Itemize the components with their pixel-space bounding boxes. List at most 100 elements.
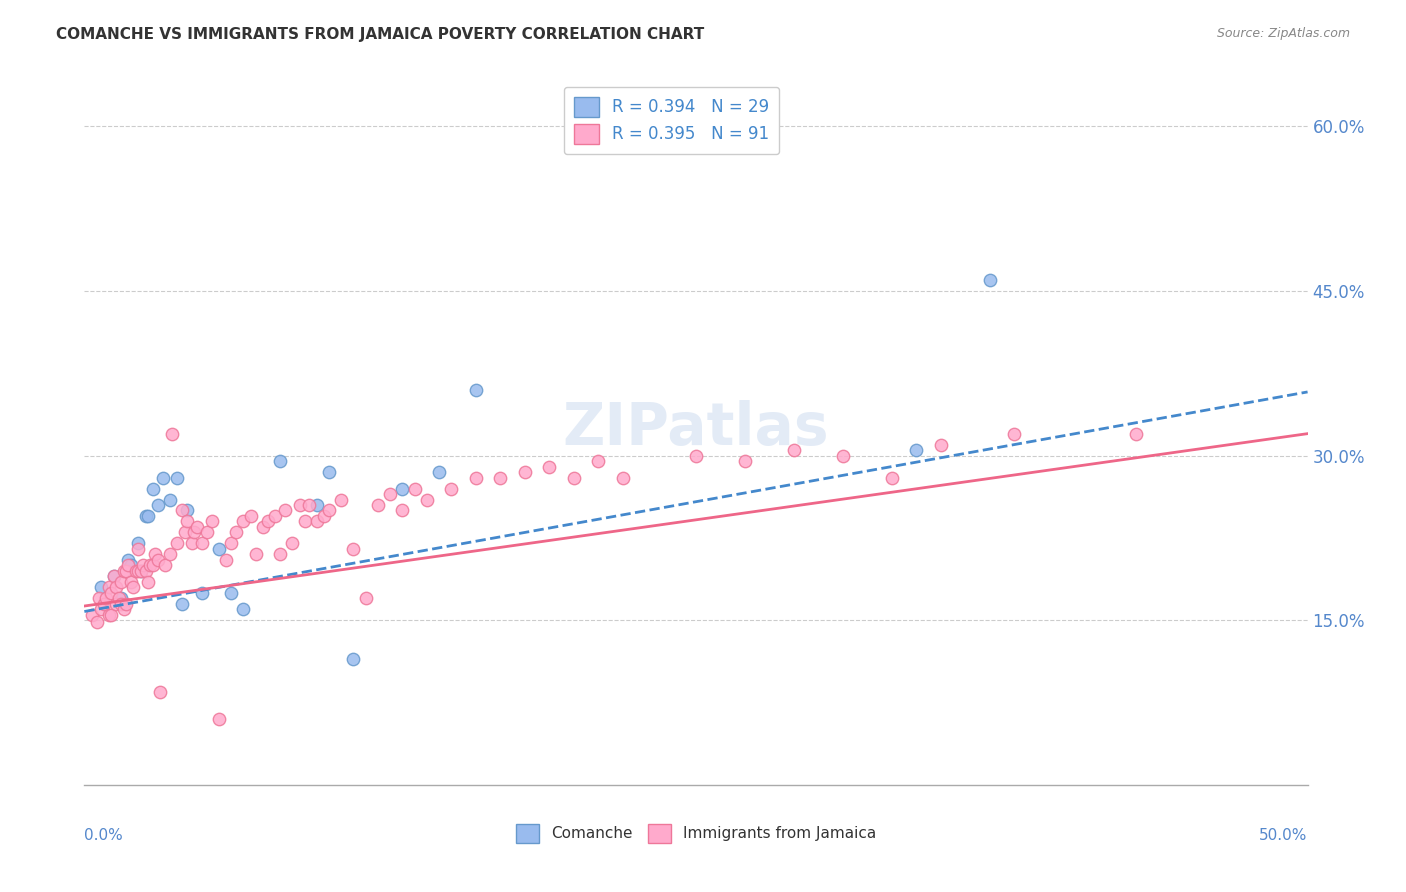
Point [219, 586, 242, 600]
Point [905, 443, 928, 458]
Point [342, 651, 364, 665]
Point [257, 515, 280, 529]
Point [162, 426, 184, 441]
Point [115, 564, 138, 578]
Point [100, 607, 122, 622]
Point [612, 470, 634, 484]
Point [176, 503, 198, 517]
Point [105, 597, 128, 611]
Point [354, 591, 377, 606]
Point [105, 580, 128, 594]
Point [831, 449, 853, 463]
Point [107, 591, 129, 606]
Point [225, 525, 247, 540]
Point [440, 482, 463, 496]
Point [146, 553, 169, 567]
Point [464, 383, 486, 397]
Point [120, 574, 142, 589]
Point [146, 498, 169, 512]
Point [232, 602, 254, 616]
Point [391, 503, 413, 517]
Point [100, 586, 122, 600]
Point [159, 492, 181, 507]
Text: 0.0%: 0.0% [84, 828, 124, 843]
Point [97, 607, 120, 622]
Legend: Comanche, Immigrants from Jamaica: Comanche, Immigrants from Jamaica [510, 818, 882, 848]
Text: COMANCHE VS IMMIGRANTS FROM JAMAICA POVERTY CORRELATION CHART: COMANCHE VS IMMIGRANTS FROM JAMAICA POVE… [56, 27, 704, 42]
Point [80, 607, 103, 622]
Point [127, 536, 149, 550]
Point [166, 470, 188, 484]
Point [215, 553, 238, 567]
Point [90, 602, 112, 616]
Point [96, 591, 118, 606]
Point [152, 470, 174, 484]
Point [172, 597, 194, 611]
Point [103, 569, 125, 583]
Point [342, 541, 364, 556]
Point [427, 465, 450, 479]
Point [269, 548, 291, 562]
Point [103, 569, 125, 583]
Point [142, 482, 165, 496]
Point [136, 508, 159, 523]
Text: Source: ZipAtlas.com: Source: ZipAtlas.com [1216, 27, 1350, 40]
Point [404, 482, 426, 496]
Point [191, 536, 214, 550]
Point [305, 498, 328, 512]
Point [115, 597, 138, 611]
Point [416, 492, 439, 507]
Point [142, 558, 165, 573]
Point [191, 586, 214, 600]
Point [159, 548, 181, 562]
Point [1125, 426, 1147, 441]
Point [93, 597, 115, 611]
Point [274, 503, 297, 517]
Point [110, 574, 132, 589]
Point [135, 564, 157, 578]
Point [129, 564, 152, 578]
Point [239, 508, 262, 523]
Point [110, 591, 132, 606]
Point [562, 470, 585, 484]
Point [586, 454, 609, 468]
Point [513, 465, 536, 479]
Point [183, 525, 205, 540]
Point [181, 536, 204, 550]
Point [219, 536, 242, 550]
Point [166, 536, 188, 550]
Point [880, 470, 903, 484]
Point [120, 558, 142, 573]
Point [208, 712, 231, 726]
Point [86, 615, 108, 630]
Point [176, 515, 198, 529]
Point [200, 515, 222, 529]
Point [153, 558, 176, 573]
Point [186, 520, 208, 534]
Point [112, 564, 135, 578]
Point [136, 574, 159, 589]
Point [538, 459, 561, 474]
Point [391, 482, 413, 496]
Point [269, 454, 291, 468]
Point [318, 465, 340, 479]
Point [143, 548, 166, 562]
Point [208, 541, 231, 556]
Point [318, 503, 340, 517]
Point [127, 564, 149, 578]
Point [489, 470, 512, 484]
Point [979, 273, 1001, 287]
Text: ZIPatlas: ZIPatlas [562, 400, 830, 457]
Point [734, 454, 756, 468]
Point [125, 564, 148, 578]
Point [314, 508, 336, 523]
Point [129, 564, 152, 578]
Point [97, 580, 120, 594]
Point [330, 492, 353, 507]
Point [127, 541, 149, 556]
Point [90, 580, 112, 594]
Point [305, 515, 328, 529]
Text: 50.0%: 50.0% [1260, 828, 1308, 843]
Point [110, 597, 132, 611]
Point [173, 525, 195, 540]
